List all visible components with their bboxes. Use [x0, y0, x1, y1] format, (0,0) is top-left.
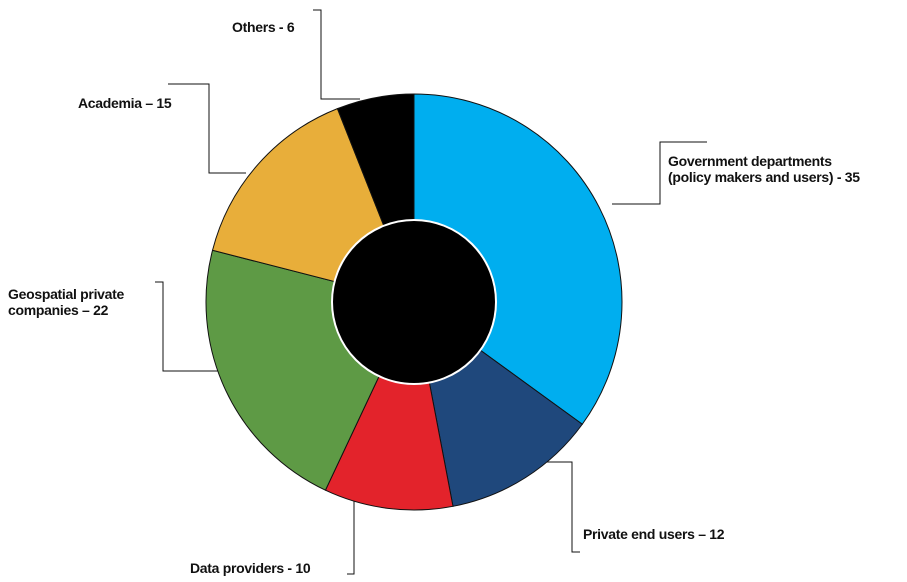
- slice-label-others: Others - 6: [232, 19, 295, 35]
- slice-label-line: Geospatial private: [8, 286, 124, 302]
- slice-label-private-end-users: Private end users – 12: [583, 526, 725, 542]
- slice-label-data-providers: Data providers - 10: [190, 560, 311, 576]
- slice-label-line: Data providers - 10: [190, 560, 311, 576]
- leader-line-geospatial: [155, 281, 218, 372]
- leader-line-data-providers: [347, 500, 355, 575]
- slice-government: [413, 93, 623, 425]
- slice-label-line: Others - 6: [232, 19, 295, 35]
- slice-label-geospatial: Geospatial private companies – 22: [8, 286, 124, 318]
- slice-label-academia: Academia – 15: [78, 95, 172, 111]
- leader-line-private-end-users: [535, 461, 580, 553]
- slice-label-government: Government departments (policy makers an…: [668, 153, 860, 185]
- slice-label-line: Private end users – 12: [583, 526, 725, 542]
- slice-label-line: Academia – 15: [78, 95, 172, 111]
- leader-line-academia: [168, 83, 246, 174]
- leader-line-government: [612, 141, 707, 205]
- slice-label-line: companies – 22: [8, 302, 109, 318]
- leader-lines: [155, 9, 707, 575]
- slice-label-line: (policy makers and users) - 35: [668, 169, 860, 185]
- slice-label-line: Government departments: [668, 153, 832, 169]
- leader-line-others: [313, 9, 360, 100]
- donut-center: [331, 219, 497, 385]
